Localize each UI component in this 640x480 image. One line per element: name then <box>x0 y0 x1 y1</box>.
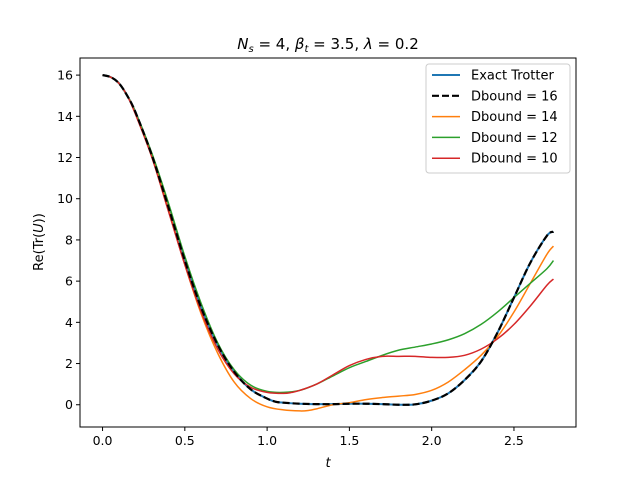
chart-title: Ns = 4, βt = 3.5, λ = 0.2 <box>237 35 419 55</box>
series-line-dbound-16 <box>102 74 555 406</box>
legend-label: Dbound = 14 <box>471 110 558 125</box>
x-axis: 0.0 0.5 1.0 1.5 2.0 2.5 <box>93 427 524 448</box>
x-tick-label: 0.0 <box>93 433 113 448</box>
y-tick-label: 10 <box>57 191 73 206</box>
y-tick-label: 16 <box>57 68 73 83</box>
y-tick-label: 2 <box>65 356 73 371</box>
y-tick-label: 6 <box>65 274 73 289</box>
x-tick-label: 0.5 <box>175 433 195 448</box>
legend-label: Dbound = 10 <box>471 152 558 167</box>
x-tick-label: 2.0 <box>422 433 442 448</box>
x-tick-label: 2.5 <box>504 433 524 448</box>
y-tick-label: 14 <box>57 109 73 124</box>
legend: Exact Trotter Dbound = 16 Dbound = 14 Dboun… <box>425 63 571 174</box>
x-axis-label: t <box>325 456 331 471</box>
y-tick-label: 0 <box>65 397 73 412</box>
plot-frame <box>79 57 577 428</box>
y-axis-label: Re(Tr(U)) <box>32 213 47 271</box>
legend-label: Exact Trotter <box>471 69 554 84</box>
y-tick-label: 4 <box>65 315 73 330</box>
x-tick-label: 1.5 <box>339 433 359 448</box>
y-axis: 0 2 4 6 8 10 12 14 16 <box>57 68 80 412</box>
legend-box <box>425 63 571 174</box>
y-tick-label: 8 <box>65 232 73 247</box>
legend-label: Dbound = 12 <box>471 131 558 146</box>
x-tick-label: 1.0 <box>257 433 277 448</box>
legend-label: Dbound = 16 <box>471 89 558 104</box>
series-lines <box>102 74 555 412</box>
y-tick-label: 12 <box>57 150 73 165</box>
